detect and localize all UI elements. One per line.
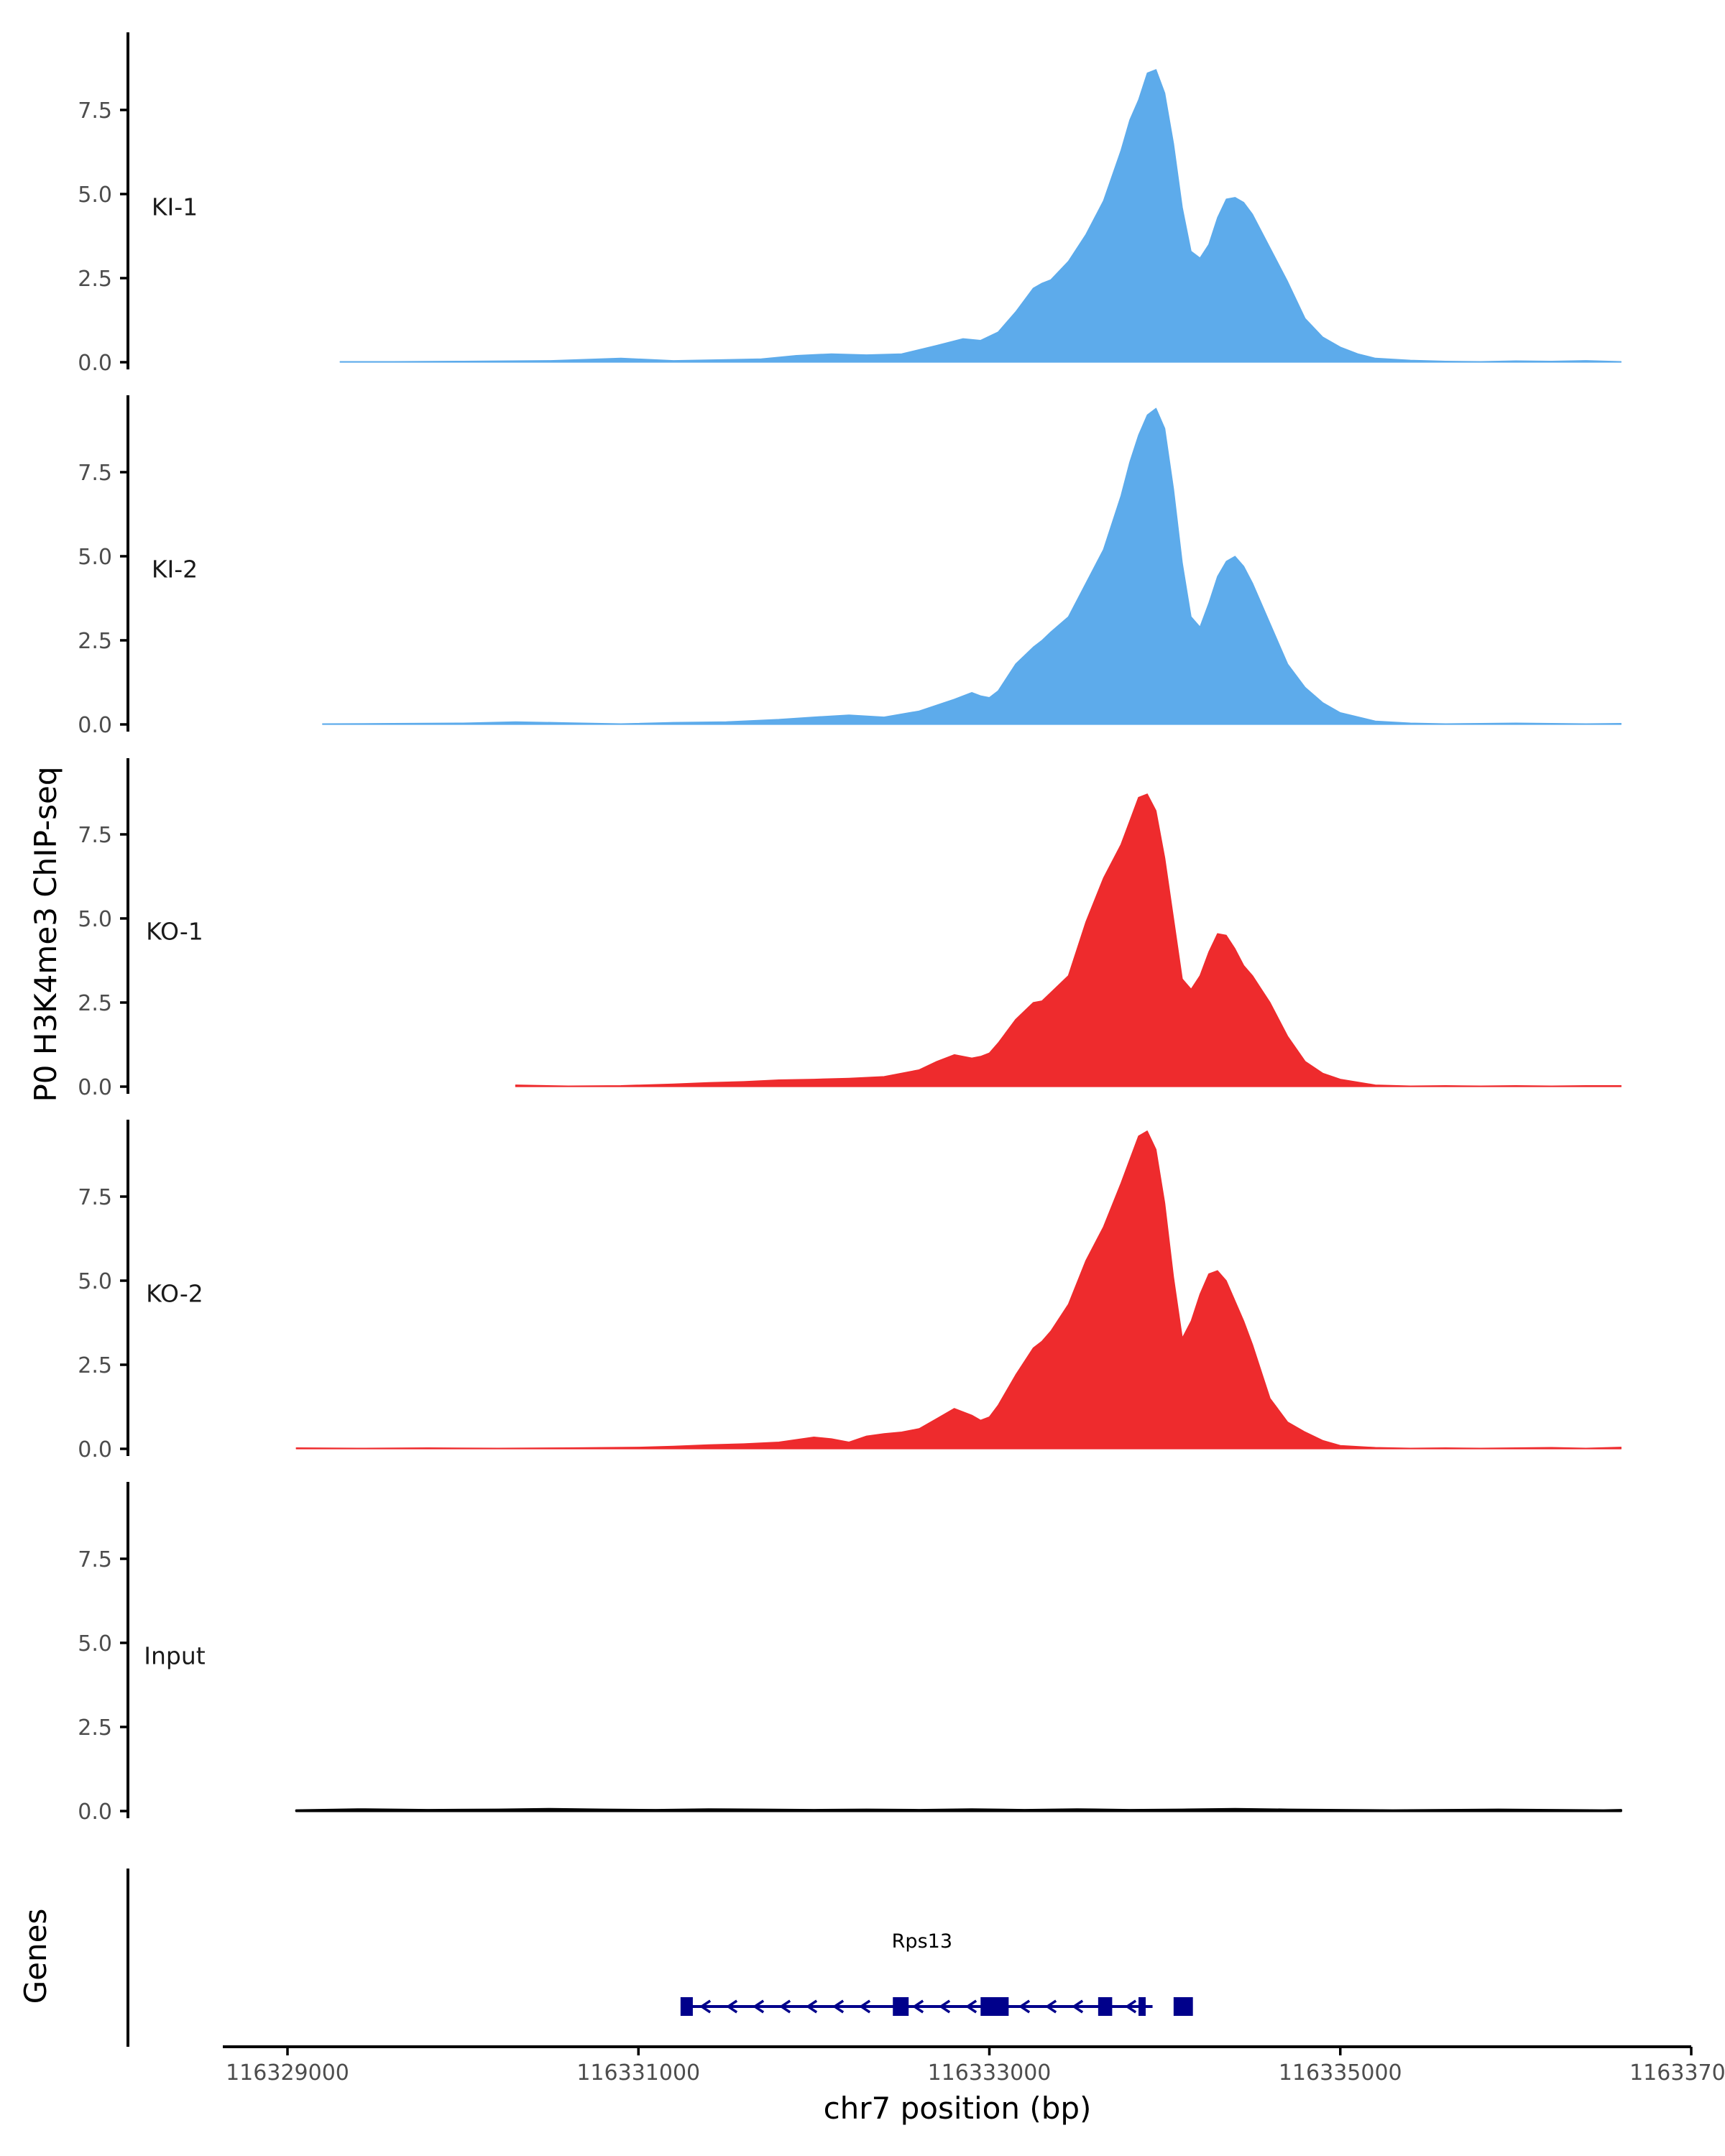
- track-label-ki-1: KI-1: [152, 193, 198, 221]
- y-tick-label: 0.0: [78, 1437, 112, 1462]
- strand-arrow: [965, 1999, 978, 2014]
- y-tick-label: 2.5: [78, 991, 112, 1016]
- track-input: 0.0 2.5 5.0 7.5 Input: [78, 1482, 1622, 1825]
- gene-track-title: Genes: [18, 1909, 53, 2004]
- y-tick-label: 2.5: [78, 267, 112, 292]
- coverage-area-input: [295, 1807, 1622, 1812]
- coverage-area-ki-1: [339, 69, 1622, 363]
- x-tick-label: 116329000: [226, 2060, 349, 2086]
- gene-track: Genes Rps13: [18, 1869, 1193, 2047]
- gene-exon: [980, 1997, 1009, 2016]
- track-label-ko-2: KO-2: [146, 1280, 203, 1308]
- y-tick-label: 7.5: [78, 1185, 112, 1210]
- gene-exon: [893, 1997, 909, 2016]
- strand-arrow: [832, 1999, 845, 2014]
- gene-exon: [680, 1997, 693, 2016]
- strand-arrow: [912, 1999, 924, 2014]
- gene-exon: [1173, 1997, 1193, 2016]
- y-tick-label: 5.0: [78, 545, 112, 570]
- x-tick-label: 116333000: [928, 2060, 1052, 2086]
- x-axis: 116329000 116331000 116333000 116335000 1163…: [223, 2045, 1725, 2126]
- y-tick-label: 5.0: [78, 1631, 112, 1657]
- coverage-area-ko-2: [295, 1130, 1622, 1450]
- y-tick-label: 5.0: [78, 907, 112, 932]
- y-tick-label: 2.5: [78, 1715, 112, 1741]
- track-label-ko-1: KO-1: [146, 918, 203, 946]
- y-tick-label: 7.5: [78, 461, 112, 486]
- y-tick-label: 0.0: [78, 351, 112, 376]
- x-axis-ticks: 116329000 116331000 116333000 116335000 1163…: [226, 2047, 1725, 2086]
- gene-rps13: Rps13: [680, 1930, 1193, 2016]
- gene-exon: [1138, 1997, 1146, 2016]
- strand-arrow: [779, 1999, 791, 2014]
- track-ki-2: 0.0 2.5 5.0 7.5 KI-2: [78, 395, 1622, 738]
- track-ko-1: 0.0 2.5 5.0 7.5 KO-1: [78, 758, 1622, 1100]
- y-tick-label: 0.0: [78, 713, 112, 738]
- coverage-area-ko-1: [515, 793, 1622, 1087]
- y-tick-label: 7.5: [78, 98, 112, 124]
- x-tick-label: 116331000: [576, 2060, 700, 2086]
- strand-arrow: [806, 1999, 818, 2014]
- strand-arrow: [1072, 1999, 1084, 2014]
- strand-arrow: [753, 1999, 765, 2014]
- y-tick-label: 7.5: [78, 823, 112, 848]
- strand-arrow: [859, 1999, 871, 2014]
- y-tick-label: 0.0: [78, 1800, 112, 1825]
- y-tick-label: 5.0: [78, 1269, 112, 1294]
- x-axis-title: chr7 position (bp): [824, 2091, 1092, 2126]
- track-ki-1: 0.0 2.5 5.0 7.5 KI-1: [78, 32, 1622, 376]
- y-tick-label: 2.5: [78, 1353, 112, 1378]
- coverage-tracks: 0.0 2.5 5.0 7.5 KI-1 0.0 2.5 5.0 7.5 KI-2 0.0 2.5 5.…: [78, 32, 1622, 1825]
- coverage-area-ki-2: [322, 407, 1622, 725]
- x-tick-label: 116335000: [1279, 2060, 1402, 2086]
- strand-arrow: [1125, 1999, 1137, 2014]
- gene-exon: [1098, 1997, 1113, 2016]
- gene-name-label: Rps13: [892, 1930, 952, 1953]
- track-ko-2: 0.0 2.5 5.0 7.5 KO-2: [78, 1120, 1622, 1462]
- strand-arrow: [1045, 1999, 1057, 2014]
- strand-arrow: [726, 1999, 738, 2014]
- gene-models: Rps13: [680, 1930, 1193, 2016]
- y-tick-label: 5.0: [78, 183, 112, 208]
- strand-arrow: [939, 1999, 951, 2014]
- y-tick-label: 7.5: [78, 1547, 112, 1572]
- strand-arrow: [699, 1999, 712, 2014]
- track-label-ki-2: KI-2: [152, 556, 198, 584]
- x-tick-label: 116337000: [1629, 2060, 1725, 2086]
- y-axis-title: P0 H3K4me3 ChIP-seq: [28, 766, 63, 1102]
- y-tick-label: 0.0: [78, 1075, 112, 1100]
- strand-arrow: [1018, 1999, 1031, 2014]
- y-tick-label: 2.5: [78, 629, 112, 654]
- track-label-input: Input: [144, 1642, 206, 1670]
